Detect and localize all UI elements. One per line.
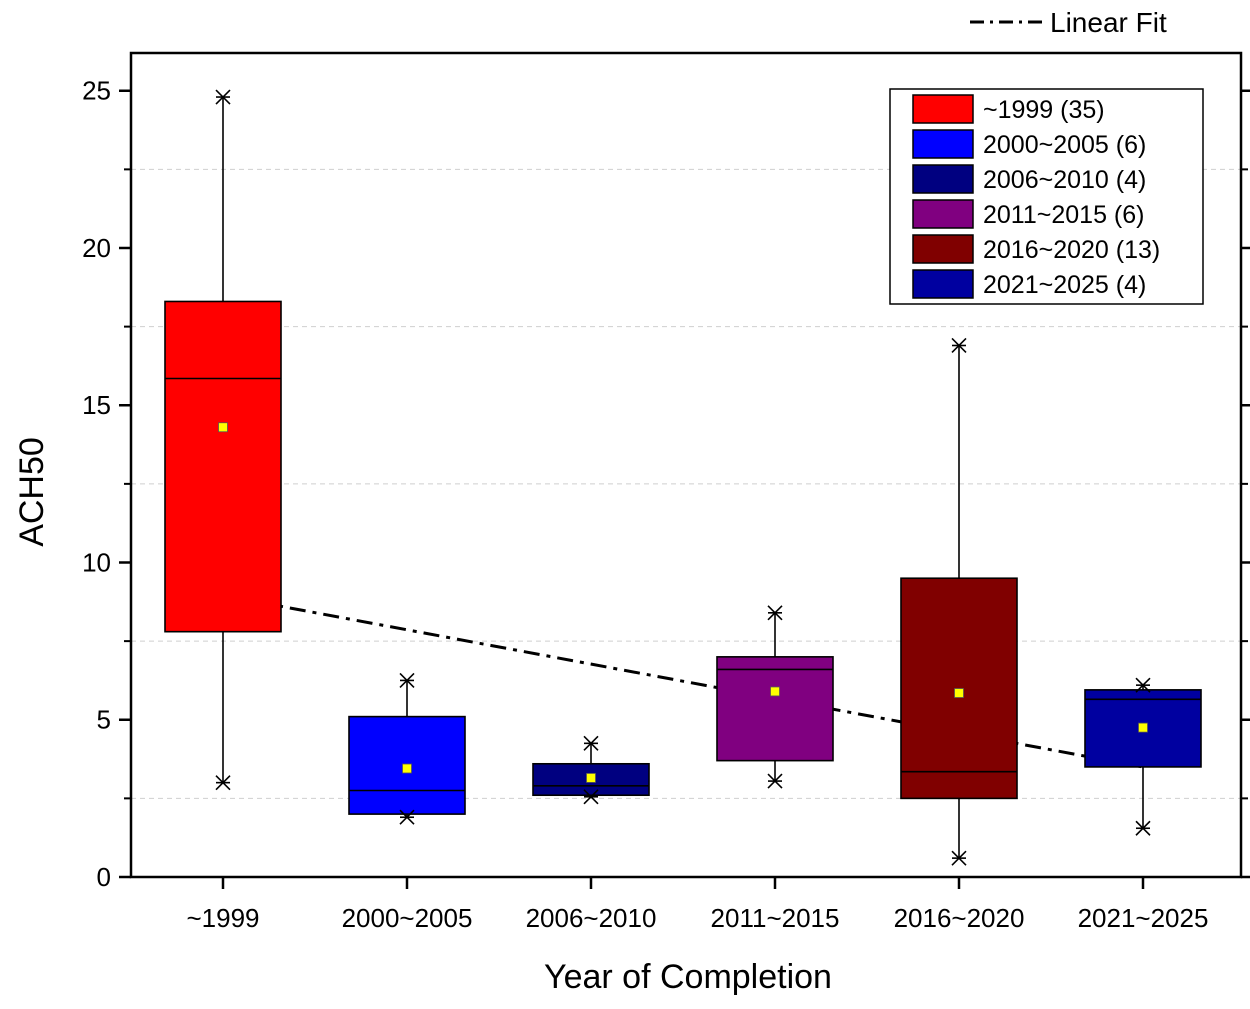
y-tick-label: 5 [97, 705, 111, 735]
linear-fit-legend-label: Linear Fit [1050, 7, 1167, 38]
min-marker-d2 [583, 789, 599, 805]
x-axis-title: Year of Completion [544, 958, 832, 996]
max-marker [215, 89, 231, 105]
min-marker-d2 [1135, 820, 1151, 836]
min-marker-d2 [951, 850, 967, 866]
box-2000~2005 [348, 672, 466, 825]
legend-frame [889, 88, 1204, 305]
box-2016~2020 [900, 337, 1018, 866]
max-marker-d2 [767, 605, 783, 621]
min-marker-d2 [215, 775, 231, 791]
min-marker-d2 [399, 809, 415, 825]
legend-label: 2016~2020 (13) [983, 236, 1160, 264]
mean-marker [586, 773, 596, 783]
max-marker [583, 735, 599, 751]
max-marker-d2 [215, 89, 231, 105]
legend-swatch [912, 129, 974, 159]
min-marker-d2 [767, 773, 783, 789]
x-tick-label: 2021~2025 [1078, 903, 1209, 933]
x-tick-label: 2000~2005 [342, 903, 473, 933]
linear-fit-legend: Linear Fit [970, 7, 1167, 38]
max-marker-d2 [399, 672, 415, 689]
legend-swatch [912, 94, 974, 124]
legend-swatch [912, 269, 974, 299]
x-tick-label: 2016~2020 [894, 903, 1025, 933]
max-marker [1135, 677, 1151, 693]
max-marker [767, 605, 783, 621]
y-tick-label: 20 [82, 233, 111, 263]
legend-swatch [912, 199, 974, 229]
mean-marker [770, 686, 780, 697]
axes-group [119, 51, 1250, 889]
x-tick-labels: ~1999 2000~2005 2006~2010 2011~2015 2016~202… [186, 903, 1208, 933]
legend-label: 2011~2015 (6) [983, 201, 1144, 229]
box-2011~2015 [716, 605, 834, 789]
boxes-group [164, 89, 1202, 866]
iqr-box [164, 300, 282, 633]
grid-lines [131, 168, 1241, 799]
mean-marker [954, 688, 964, 698]
y-tick-label: 0 [97, 862, 111, 892]
max-marker-d2 [583, 735, 599, 751]
legend-label: ~1999 (35) [983, 96, 1105, 124]
max-marker-d2 [1135, 677, 1151, 693]
legend-label: 2006~2010 (4) [983, 166, 1146, 194]
legend-swatch [912, 234, 974, 264]
min-marker [399, 809, 415, 825]
legend: ~1999 (35) 2000~2005 (6) 2006~2010 (4) 2011… [889, 88, 1204, 305]
x-tick-label: 2006~2010 [526, 903, 657, 933]
iqr-box [716, 656, 834, 762]
min-marker [951, 850, 967, 866]
min-marker [583, 789, 599, 805]
max-marker [951, 337, 967, 354]
y-tick-label: 10 [82, 547, 111, 577]
y-tick-label: 25 [82, 76, 111, 106]
mean-marker [218, 422, 228, 433]
box-~1999 [164, 89, 282, 791]
min-marker [1135, 820, 1151, 836]
plot-frame [129, 51, 1243, 879]
min-marker [215, 775, 231, 791]
y-axis-title: ACH50 [13, 437, 51, 547]
max-marker-d2 [951, 337, 967, 354]
mean-marker [402, 763, 412, 774]
box-2006~2010 [532, 735, 650, 805]
x-tick-label: 2011~2015 [711, 903, 840, 933]
legend-swatch [912, 164, 974, 194]
y-tick-labels: 0 5 10 15 20 25 [82, 76, 111, 892]
legend-label: 2000~2005 (6) [983, 131, 1146, 159]
mean-marker [1138, 722, 1148, 733]
y-tick-label: 15 [82, 390, 111, 420]
x-tick-label: ~1999 [186, 903, 259, 933]
max-marker [399, 672, 415, 689]
min-marker [767, 773, 783, 789]
legend-label: 2021~2025 (4) [983, 271, 1146, 299]
box-2021~2025 [1084, 677, 1202, 836]
linear-fit-group [222, 594, 1144, 769]
linear-fit-line [222, 594, 1144, 769]
